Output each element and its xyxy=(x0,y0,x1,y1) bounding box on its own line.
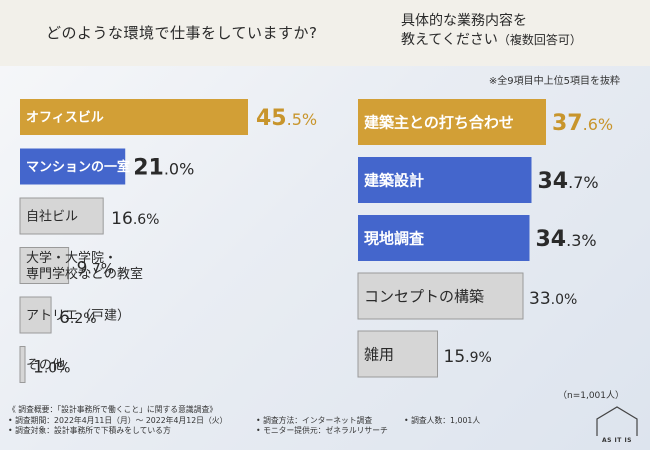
job-bar xyxy=(357,272,524,320)
question-2-line2: 教えてください（複数回答可） xyxy=(401,31,582,50)
sample-size-note: （n=1,001人） xyxy=(557,391,624,401)
footer-count: • 調査人数：1,001人 xyxy=(404,415,481,425)
job-category-label: 現地調査 xyxy=(364,229,425,247)
job-value-dec: .0% xyxy=(551,292,578,308)
footer-period: • 調査期間：2022年4月11日（月）～ 2022年4月12日（火） xyxy=(8,415,228,425)
question-2-line2-main: 教えてください xyxy=(401,32,498,48)
chart-work-environment: オフィスビル 45.5% マンションの一室 21.0% 自社ビル 16.6% 大学・大学院・… xyxy=(0,96,340,396)
job-value-int: 34 xyxy=(538,169,569,194)
job-bar xyxy=(358,157,532,203)
job-category-label: コンセプトの構築 xyxy=(364,287,484,305)
header-band xyxy=(0,0,650,66)
question-2-title: 具体的な業務内容を 教えてください（複数回答可） xyxy=(401,12,582,50)
extract-note: ※全9項目中上位5項目を抜粋 xyxy=(488,76,620,87)
job-value-dec: .9% xyxy=(465,350,492,366)
job-value-dec: .3% xyxy=(566,231,596,250)
footer-provider: • モニター提供元：ゼネラルリサーチ xyxy=(256,426,388,435)
job-value-label: 37.6% xyxy=(552,111,613,136)
chart-work-environment-svg: オフィスビル 45.5%マンションの一室 21.0%自社ビル 16.6%大学・大学院・… xyxy=(19,99,317,383)
env-bar xyxy=(19,247,70,284)
env-value-int: 6 xyxy=(59,308,70,328)
footer-title: 《 調査概要：「設計事務所で働くこと」に関する意識調査》 xyxy=(8,405,218,414)
as-it-is-logo: AS IT IS xyxy=(592,404,642,448)
logo-text: AS IT IS xyxy=(601,437,633,444)
env-bar-group: アトリエ（戸建）6.2% xyxy=(19,296,130,334)
job-bar xyxy=(357,330,438,378)
env-value-dec: .5% xyxy=(287,110,317,129)
env-value-int: 1 xyxy=(33,357,44,377)
env-value-label: 1.0% xyxy=(33,357,70,377)
question-2-line2-sub: （複数回答可） xyxy=(497,33,582,47)
job-value-label: 34.7% xyxy=(538,169,599,194)
env-value-dec: .0% xyxy=(164,159,194,178)
env-category-label: オフィスビル xyxy=(26,110,104,126)
env-value-label: 16.6% xyxy=(111,209,159,229)
job-value-label: 15.9% xyxy=(444,347,492,367)
job-value-int: 33 xyxy=(529,289,551,309)
house-logo-icon xyxy=(596,406,638,436)
env-bar-group: マンションの一室 21.0% xyxy=(20,148,194,185)
env-value-dec: .7% xyxy=(87,261,114,277)
env-bar-group: オフィスビル 45.5% xyxy=(20,99,317,135)
job-bar-group: 雑用 15.9% xyxy=(357,330,492,378)
env-category-label: 大学・大学院・ xyxy=(26,250,117,266)
env-bar xyxy=(19,296,52,334)
job-bar-group: 建築設計 34.7% xyxy=(358,157,599,203)
chart-job-content-svg: 建築主との打ち合わせ 37.6%建築設計 34.7%現地調査 34.3%コンセプトの構… xyxy=(357,99,613,378)
footer-method: • 調査方法：インターネット調査 xyxy=(256,415,373,425)
job-category-label: 建築設計 xyxy=(364,171,424,189)
env-category-label: 専門学校などの教室 xyxy=(26,266,143,282)
env-value-int: 9 xyxy=(77,258,88,278)
env-category-label: 自社ビル xyxy=(26,209,78,225)
job-bar-group: 建築主との打ち合わせ 37.6% xyxy=(358,99,613,145)
env-value-dec: .6% xyxy=(133,212,160,228)
job-category-label: 雑用 xyxy=(364,345,394,363)
job-value-int: 34 xyxy=(536,227,567,252)
question-1-title: どのような環境で仕事をしていますか? xyxy=(46,24,318,42)
job-bar-group: 現地調査 34.3% xyxy=(358,215,597,261)
env-category-label: その他 xyxy=(26,358,65,373)
env-value-int: 16 xyxy=(111,209,133,229)
job-value-dec: .7% xyxy=(568,173,598,192)
env-bar xyxy=(19,346,26,383)
env-value-dec: .0% xyxy=(44,360,71,376)
env-bar xyxy=(20,148,126,185)
env-value-int: 45 xyxy=(256,106,287,131)
job-value-label: 33.0% xyxy=(529,289,577,309)
job-bar-group: コンセプトの構築 33.0% xyxy=(357,272,577,320)
job-value-int: 37 xyxy=(552,111,583,136)
job-value-int: 15 xyxy=(444,347,466,367)
footer-row-1: • 調査期間：2022年4月11日（月）～ 2022年4月12日（火） • 調査… xyxy=(8,416,568,427)
env-bar xyxy=(20,99,248,135)
env-value-label: 6.2% xyxy=(59,308,97,328)
job-value-label: 34.3% xyxy=(536,227,597,252)
env-value-label: 45.5% xyxy=(256,106,317,131)
job-bar xyxy=(358,99,546,145)
chart-job-content: 建築主との打ち合わせ 37.6% 建築設計 34.7% 現地調査 34.3% コンセプトの構… xyxy=(340,96,650,386)
env-value-int: 21 xyxy=(133,155,164,180)
survey-footer: 《 調査概要：「設計事務所で働くこと」に関する意識調査》 • 調査期間：2022… xyxy=(8,405,568,437)
env-category-label: マンションの一室 xyxy=(26,159,130,175)
env-bar xyxy=(19,197,104,235)
job-bar xyxy=(358,215,530,261)
env-value-label: 9.7% xyxy=(77,258,115,278)
env-value-label: 21.0% xyxy=(133,155,194,180)
env-category-label: アトリエ（戸建） xyxy=(26,309,130,324)
env-value-dec: .2% xyxy=(70,311,97,327)
job-category-label: 建築主との打ち合わせ xyxy=(364,113,514,131)
job-value-dec: .6% xyxy=(583,115,613,134)
question-2-line1: 具体的な業務内容を xyxy=(401,13,527,29)
env-bar-group: 自社ビル 16.6% xyxy=(19,197,159,235)
footer-target: • 調査対象：設計事務所で下積みをしている方 xyxy=(8,426,171,435)
footer-row-2: • 調査対象：設計事務所で下積みをしている方 • モニター提供元：ゼネラルリサー… xyxy=(8,426,568,437)
